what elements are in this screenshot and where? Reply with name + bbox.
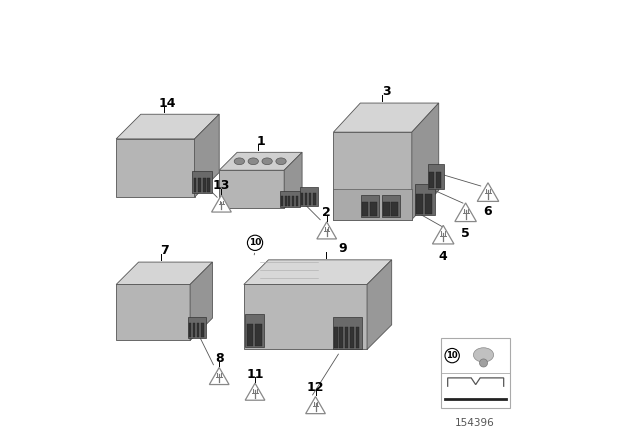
Polygon shape	[305, 193, 307, 205]
Polygon shape	[309, 193, 312, 205]
Polygon shape	[361, 195, 379, 217]
Polygon shape	[416, 194, 423, 214]
Polygon shape	[255, 324, 262, 346]
Polygon shape	[198, 178, 201, 192]
Polygon shape	[193, 323, 195, 337]
Polygon shape	[367, 260, 392, 349]
Text: 1: 1	[256, 134, 265, 148]
Ellipse shape	[234, 158, 244, 165]
Polygon shape	[333, 317, 362, 349]
Polygon shape	[116, 139, 195, 197]
Polygon shape	[189, 323, 191, 337]
Polygon shape	[195, 114, 219, 197]
Polygon shape	[281, 196, 283, 206]
Polygon shape	[207, 178, 210, 192]
Polygon shape	[280, 191, 300, 207]
Polygon shape	[244, 284, 367, 349]
FancyBboxPatch shape	[441, 338, 511, 408]
Polygon shape	[209, 367, 229, 384]
Polygon shape	[284, 152, 302, 208]
Polygon shape	[333, 189, 412, 220]
Polygon shape	[244, 260, 392, 284]
Polygon shape	[383, 202, 390, 216]
Text: 10: 10	[446, 351, 458, 360]
Ellipse shape	[248, 158, 259, 165]
Polygon shape	[301, 193, 303, 205]
Polygon shape	[306, 396, 325, 414]
Ellipse shape	[262, 158, 272, 165]
Polygon shape	[382, 195, 400, 217]
Polygon shape	[245, 314, 264, 347]
Polygon shape	[455, 203, 476, 222]
Polygon shape	[292, 196, 294, 206]
Polygon shape	[245, 383, 265, 400]
Polygon shape	[220, 170, 284, 208]
Text: 6: 6	[484, 205, 492, 218]
Polygon shape	[334, 327, 337, 348]
Polygon shape	[116, 114, 219, 139]
Text: 8: 8	[215, 352, 223, 365]
Text: 14: 14	[159, 96, 177, 110]
Ellipse shape	[474, 348, 493, 362]
Text: 7: 7	[160, 244, 169, 258]
Polygon shape	[212, 195, 231, 212]
Circle shape	[248, 235, 262, 250]
Polygon shape	[428, 164, 444, 189]
Polygon shape	[429, 172, 435, 188]
Polygon shape	[425, 194, 433, 214]
Polygon shape	[371, 202, 376, 216]
Polygon shape	[116, 284, 190, 340]
Polygon shape	[392, 202, 397, 216]
Text: 9: 9	[338, 242, 347, 255]
Text: 12: 12	[307, 381, 324, 394]
Polygon shape	[433, 225, 454, 244]
Polygon shape	[412, 103, 439, 220]
Circle shape	[445, 349, 460, 363]
Polygon shape	[188, 317, 206, 338]
Text: 3: 3	[382, 85, 390, 99]
Polygon shape	[220, 152, 302, 170]
Polygon shape	[194, 178, 196, 192]
Polygon shape	[415, 184, 435, 215]
Text: 4: 4	[439, 250, 447, 263]
Polygon shape	[190, 262, 212, 340]
Polygon shape	[197, 323, 200, 337]
Ellipse shape	[479, 359, 488, 367]
Polygon shape	[333, 132, 412, 220]
Polygon shape	[203, 178, 205, 192]
Polygon shape	[289, 196, 291, 206]
Polygon shape	[246, 324, 253, 346]
Polygon shape	[333, 103, 439, 132]
Ellipse shape	[276, 158, 286, 165]
Text: 5: 5	[461, 227, 470, 241]
Polygon shape	[285, 196, 287, 206]
Polygon shape	[314, 193, 316, 205]
Polygon shape	[202, 323, 204, 337]
Text: 13: 13	[212, 179, 230, 193]
Polygon shape	[192, 171, 212, 193]
Polygon shape	[477, 183, 499, 202]
Polygon shape	[356, 327, 360, 348]
Text: 154396: 154396	[454, 418, 495, 428]
Polygon shape	[296, 196, 298, 206]
Polygon shape	[300, 187, 317, 206]
Polygon shape	[116, 262, 212, 284]
Polygon shape	[436, 172, 442, 188]
Polygon shape	[317, 222, 337, 239]
Polygon shape	[350, 327, 354, 348]
Polygon shape	[339, 327, 343, 348]
Text: 11: 11	[246, 367, 264, 381]
Text: 2: 2	[323, 206, 331, 220]
Polygon shape	[362, 202, 369, 216]
Text: 10: 10	[249, 238, 261, 247]
Polygon shape	[345, 327, 349, 348]
